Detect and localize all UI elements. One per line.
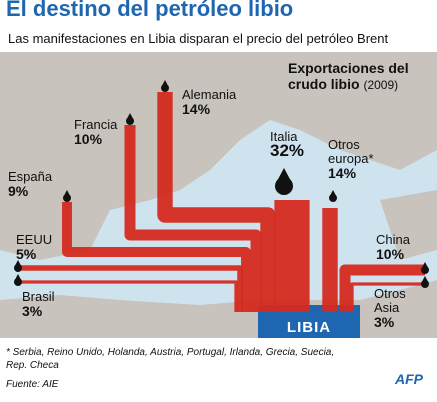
europe bbox=[0, 52, 437, 260]
flow bbox=[18, 265, 243, 312]
note: * Serbia, Reino Unido, Holanda, Austria,… bbox=[6, 347, 335, 371]
footer-bg bbox=[0, 338, 437, 402]
destination-label: Francia 10% bbox=[74, 117, 134, 147]
destination-label: Brasil 3% bbox=[22, 289, 82, 319]
drop-tip bbox=[126, 113, 134, 119]
drop-tip bbox=[276, 168, 292, 182]
legend-title-text: Exportaciones del crudo libio bbox=[288, 60, 409, 92]
value-label: 9% bbox=[8, 183, 29, 199]
destination-label: Otros Asia 3% bbox=[374, 286, 414, 330]
destination-name: EEUU bbox=[16, 232, 53, 247]
destination-name: Otros europa* bbox=[328, 137, 374, 166]
value-label: 3% bbox=[22, 303, 43, 319]
destination-label: Alemania 14% bbox=[182, 87, 262, 117]
destination-name: Francia bbox=[74, 117, 118, 132]
destination-name: China bbox=[376, 232, 410, 247]
destination-name: Otros Asia bbox=[374, 286, 406, 315]
destination-name: España bbox=[8, 169, 53, 184]
destination-name: Italia bbox=[270, 129, 298, 144]
drop-tip bbox=[421, 262, 429, 268]
drop-tip bbox=[421, 276, 429, 282]
flow bbox=[350, 282, 425, 312]
value-label: 32% bbox=[270, 141, 305, 160]
destination-label: EEUU 5% bbox=[16, 232, 76, 262]
drop-tip bbox=[63, 190, 71, 196]
destination-label: España 9% bbox=[8, 169, 68, 199]
destination-label: Italia 32% bbox=[270, 129, 330, 160]
middle-east bbox=[380, 190, 437, 260]
destination-label: Otros europa* 14% bbox=[328, 137, 378, 181]
destination-name: Brasil bbox=[22, 289, 55, 304]
drop-tip bbox=[329, 190, 337, 196]
value-label: 14% bbox=[182, 101, 211, 117]
flow bbox=[339, 264, 425, 312]
legend-year: (2009) bbox=[363, 78, 399, 92]
drop-tip bbox=[14, 260, 22, 266]
source: Fuente: AIE bbox=[6, 379, 59, 390]
drop-tip bbox=[161, 80, 169, 86]
flow bbox=[18, 280, 238, 312]
title: El destino del petróleo libio bbox=[6, 0, 294, 21]
flow bbox=[124, 125, 262, 312]
destination-name: Alemania bbox=[182, 87, 237, 102]
value-label: 10% bbox=[74, 131, 103, 147]
value-label: 3% bbox=[374, 314, 395, 330]
subtitle: Las manifestaciones en Libia disparan el… bbox=[8, 31, 389, 46]
credit: AFP bbox=[395, 371, 423, 387]
destination-label: China 10% bbox=[376, 232, 436, 262]
value-label: 14% bbox=[328, 165, 357, 181]
legend-title: Exportaciones del crudo libio (2009) bbox=[288, 60, 428, 93]
value-label: 10% bbox=[376, 246, 405, 262]
value-label: 5% bbox=[16, 246, 37, 262]
origin-label: LIBIA bbox=[287, 319, 331, 336]
flow bbox=[62, 202, 251, 312]
flow bbox=[157, 92, 276, 312]
drop-tip bbox=[14, 274, 22, 280]
